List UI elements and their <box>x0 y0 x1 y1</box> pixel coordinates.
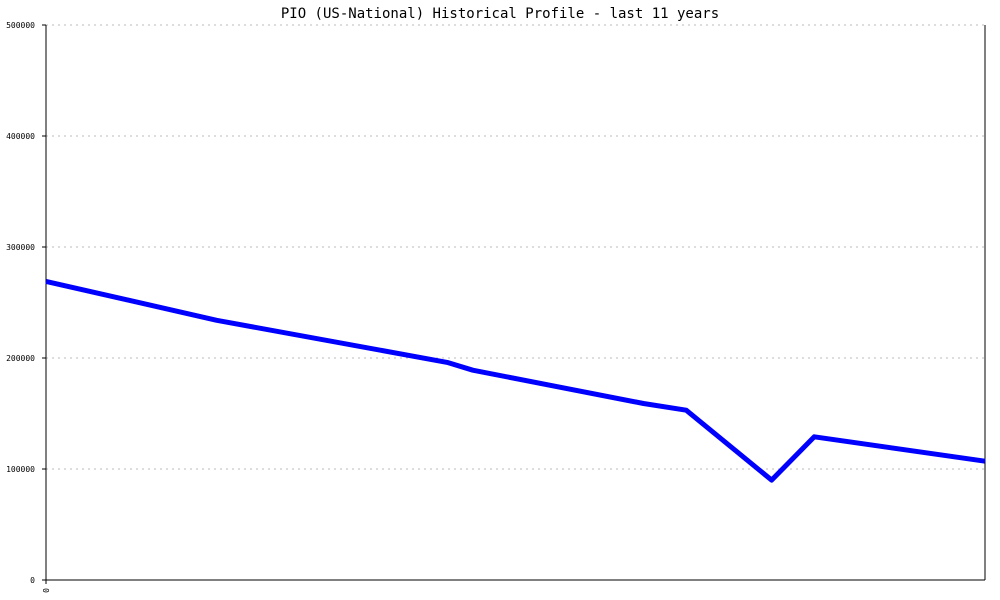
grid <box>46 24 985 470</box>
y-tick-label: 400000 <box>6 132 35 141</box>
y-tick-label: 200000 <box>6 354 35 363</box>
series-layer <box>45 278 986 483</box>
y-axis-ticks: 0 100000 200000 300000 400000 500000 <box>6 21 46 585</box>
y-tick-label: 300000 <box>6 243 35 252</box>
y-tick-label: 100000 <box>6 465 35 474</box>
y-tick-label: 500000 <box>6 21 35 30</box>
x-tick-label: 0 <box>42 588 51 593</box>
y-tick-label: 0 <box>30 576 35 585</box>
chart-title: PIO (US-National) Historical Profile - l… <box>281 6 719 22</box>
x-axis-ticks: 0 <box>42 580 51 593</box>
series-line <box>45 278 986 483</box>
